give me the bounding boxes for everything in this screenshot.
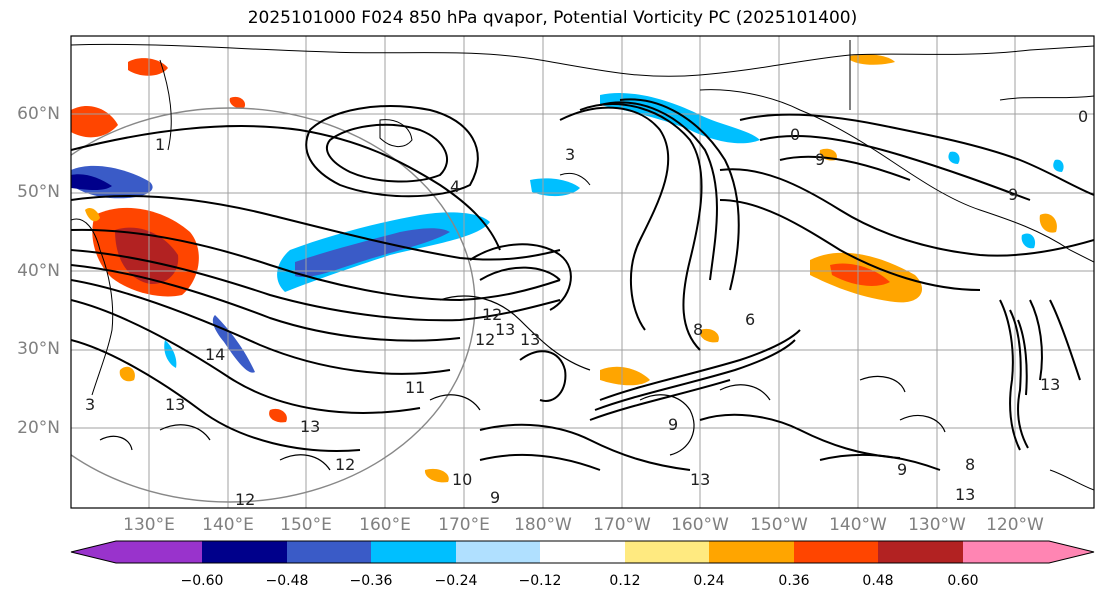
range-circle xyxy=(71,107,476,503)
colorbar-bin xyxy=(963,541,1049,563)
colorbar-tick-label: −0.12 xyxy=(518,573,562,589)
lon-label: 150°W xyxy=(750,515,808,535)
colorbar-tick-label: 0.12 xyxy=(609,573,641,589)
lon-label: 170°E xyxy=(438,515,490,535)
lon-label: 140°E xyxy=(202,515,254,535)
colorbar-tick-label: 0.36 xyxy=(778,573,810,589)
contour-label: 0 xyxy=(1078,107,1088,126)
colorbar-bin xyxy=(456,541,540,563)
contour-label: 13 xyxy=(165,395,185,414)
contour-label: 9 xyxy=(1008,185,1018,204)
contour-label: 14 xyxy=(205,345,225,364)
contour-label: 1 xyxy=(155,135,165,154)
contour-label: 13 xyxy=(955,485,975,504)
colorbar-tick-label: 0.24 xyxy=(693,573,725,589)
lat-label: 60°N xyxy=(17,104,60,124)
lat-label: 50°N xyxy=(17,182,60,202)
colorbar-tick-label: −0.60 xyxy=(180,573,224,589)
lon-label: 130°W xyxy=(908,515,966,535)
contour-label: 12 xyxy=(475,330,495,349)
lat-label: 40°N xyxy=(17,261,60,281)
contour-label: 13 xyxy=(690,470,710,489)
colorbar-bin xyxy=(540,541,625,563)
lat-label: 30°N xyxy=(17,339,60,359)
contour-label: 9 xyxy=(897,460,907,479)
contour-label: 9 xyxy=(815,150,825,169)
colorbar-bin xyxy=(794,541,878,563)
contour-label: 12 xyxy=(482,305,502,324)
colorbar-bin xyxy=(287,541,371,563)
colorbar-bin xyxy=(371,541,456,563)
coastlines xyxy=(71,40,1094,491)
lon-label: 130°E xyxy=(123,515,175,535)
contour-label: 0 xyxy=(790,125,800,144)
colorbar-tick-label: 0.48 xyxy=(862,573,894,589)
colorbar-bin xyxy=(709,541,794,563)
graticule xyxy=(71,36,1094,508)
positive-anomaly-shading xyxy=(71,54,1057,483)
contour-label: 13 xyxy=(300,417,320,436)
contour-labels: 1 3 4 0 9 12 13 14 13 12 10 9 13 12 11 1… xyxy=(85,107,1088,509)
colorbar-tick-label: −0.48 xyxy=(265,573,309,589)
contour-label: 13 xyxy=(520,330,540,349)
contour-label: 13 xyxy=(495,320,515,339)
lon-label: 160°W xyxy=(671,515,729,535)
colorbar-bin xyxy=(625,541,709,563)
lon-label: 140°W xyxy=(829,515,887,535)
colorbar-bin xyxy=(878,541,963,563)
colorbar-bin xyxy=(116,541,202,563)
colorbar-tick-label: −0.36 xyxy=(349,573,393,589)
lon-label: 150°E xyxy=(280,515,332,535)
contour-label: 8 xyxy=(965,455,975,474)
colorbar-tick-label: −0.24 xyxy=(434,573,478,589)
colorbar-outline xyxy=(70,540,1095,564)
map-title: 2025101000 F024 850 hPa qvapor, Potentia… xyxy=(247,8,858,28)
contour-label: 12 xyxy=(335,455,355,474)
contour-label: 6 xyxy=(745,310,755,329)
contour-label: 8 xyxy=(693,320,703,339)
contour-label: 3 xyxy=(85,395,95,414)
contour-label: 3 xyxy=(565,145,575,164)
colorbar-max-extension xyxy=(1049,541,1094,563)
lon-label: 120°W xyxy=(986,515,1044,535)
lon-label: 180°W xyxy=(514,515,572,535)
colorbar xyxy=(70,540,1095,564)
pv-contours xyxy=(71,98,1094,471)
contour-label: 9 xyxy=(490,488,500,507)
contour-label: 13 xyxy=(1040,375,1060,394)
colorbar-bin xyxy=(202,541,287,563)
colorbar-min-extension xyxy=(71,541,116,563)
lat-label: 20°N xyxy=(17,418,60,438)
colorbar-tick-label: 0.60 xyxy=(947,573,979,589)
contour-label: 10 xyxy=(452,470,472,489)
lon-label: 160°E xyxy=(359,515,411,535)
contour-label: 9 xyxy=(668,415,678,434)
lon-label: 170°W xyxy=(593,515,651,535)
contour-label: 11 xyxy=(405,378,425,397)
contour-label: 12 xyxy=(235,490,255,509)
map-plot-area: 1 3 4 0 9 12 13 14 13 12 10 9 13 12 11 1… xyxy=(71,36,1094,509)
pv-contours-thin xyxy=(99,295,946,471)
plot-frame xyxy=(70,35,1095,509)
contour-label: 4 xyxy=(450,177,460,196)
